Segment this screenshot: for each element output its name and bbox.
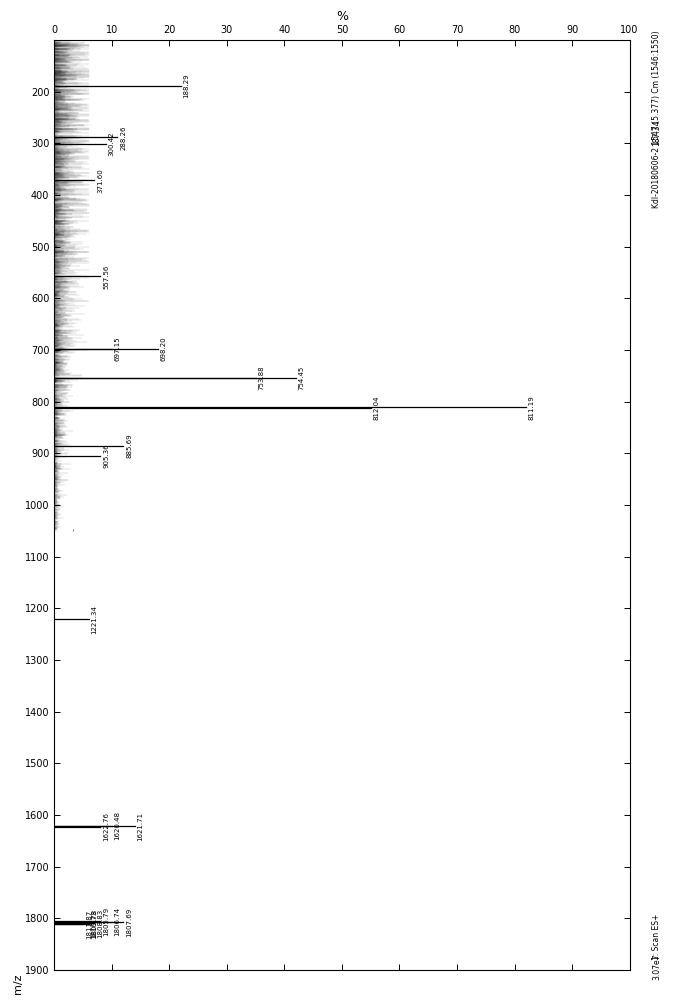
Text: 1811.87: 1811.87 xyxy=(86,910,92,939)
Text: 557.56: 557.56 xyxy=(103,264,109,289)
Text: Kdl-20180606-2 1547 (5.377) Cm (1546:1550): Kdl-20180606-2 1547 (5.377) Cm (1546:155… xyxy=(652,30,661,208)
Text: 753.88: 753.88 xyxy=(259,366,265,390)
X-axis label: %: % xyxy=(336,10,348,23)
Text: 1: Scan ES+: 1: Scan ES+ xyxy=(652,914,661,960)
Text: 698.20: 698.20 xyxy=(160,337,167,361)
Text: 1805.79: 1805.79 xyxy=(103,907,109,936)
Text: 1620.48: 1620.48 xyxy=(114,811,121,840)
Text: 754.45: 754.45 xyxy=(299,366,305,390)
Text: 1806.74: 1806.74 xyxy=(114,907,121,936)
Text: 812.04: 812.04 xyxy=(374,396,380,420)
Text: 371.60: 371.60 xyxy=(97,168,104,193)
Text: 1622.76: 1622.76 xyxy=(103,812,109,841)
Text: 1807.69: 1807.69 xyxy=(126,908,132,937)
Text: 697.15: 697.15 xyxy=(114,336,121,361)
Text: 188.29: 188.29 xyxy=(183,73,190,98)
Text: 811.19: 811.19 xyxy=(529,395,535,420)
Text: 905.36: 905.36 xyxy=(103,444,109,468)
Text: 1810.73: 1810.73 xyxy=(91,909,97,939)
Text: 300.42: 300.42 xyxy=(109,131,115,156)
Text: 187.34: 187.34 xyxy=(652,120,661,146)
Text: ,: , xyxy=(72,523,74,533)
Text: 288.26: 288.26 xyxy=(121,125,127,150)
Y-axis label: m/z: m/z xyxy=(12,974,22,994)
Text: 1621.71: 1621.71 xyxy=(137,812,144,841)
Text: 1809.78: 1809.78 xyxy=(91,909,97,938)
Text: 1221.34: 1221.34 xyxy=(91,605,97,634)
Text: 1808.83: 1808.83 xyxy=(97,908,104,938)
Text: 3.07e7: 3.07e7 xyxy=(652,954,661,980)
Text: 885.69: 885.69 xyxy=(126,434,132,458)
